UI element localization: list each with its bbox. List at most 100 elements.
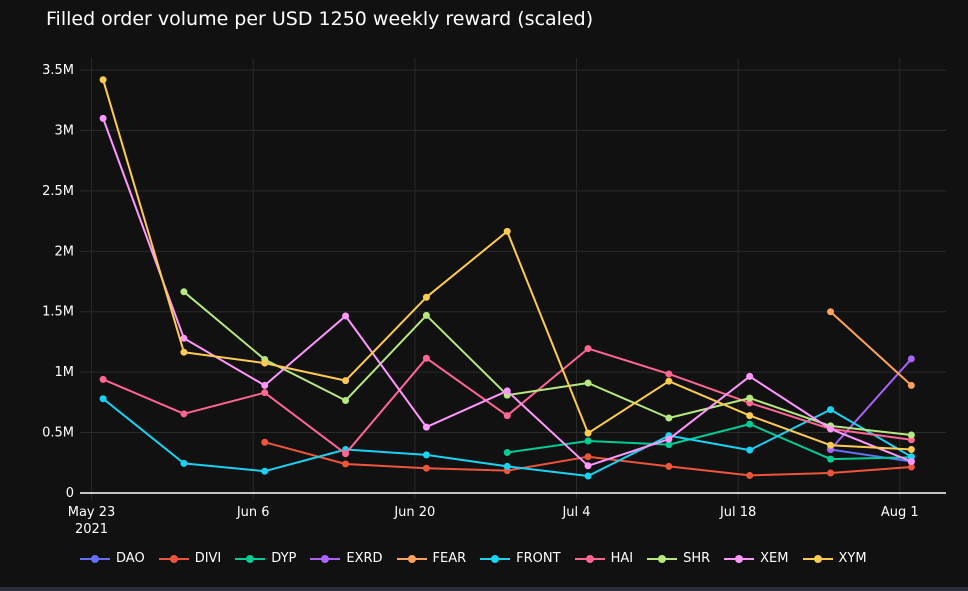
legend-swatch — [647, 553, 678, 565]
data-point — [180, 459, 188, 467]
data-point — [746, 471, 754, 479]
data-point — [746, 420, 754, 428]
x-tick-sublabel: 2021 — [75, 522, 108, 537]
data-point — [99, 76, 107, 84]
legend-item-divi[interactable]: DIVI — [158, 551, 221, 566]
series-line — [830, 448, 912, 463]
data-point — [827, 441, 835, 449]
data-point — [180, 410, 188, 418]
data-point — [99, 395, 107, 403]
legend-item-exrd[interactable]: EXRD — [310, 551, 383, 566]
data-point — [584, 429, 592, 437]
data-point — [827, 425, 835, 433]
data-point — [422, 451, 430, 459]
data-point — [665, 462, 673, 470]
legend-swatch — [802, 553, 833, 565]
series-front — [99, 395, 915, 480]
legend-swatch — [310, 553, 341, 565]
data-point — [907, 445, 915, 453]
data-point — [261, 359, 269, 367]
series-group — [99, 76, 915, 480]
data-point — [584, 462, 592, 470]
data-point — [746, 399, 754, 407]
data-point — [907, 458, 915, 466]
x-tick-label: Jul 4 — [561, 505, 590, 520]
legend-label: FEAR — [432, 551, 467, 566]
legend-item-xem[interactable]: XEM — [724, 551, 789, 566]
legend-label: XYM — [838, 551, 867, 566]
data-point — [422, 464, 430, 472]
x-tick-label: Jul 18 — [719, 505, 756, 520]
series-line — [507, 423, 912, 461]
data-point — [180, 348, 188, 356]
y-tick-label: 2M — [55, 244, 75, 259]
legend-swatch — [396, 553, 427, 565]
series-line — [183, 291, 912, 436]
y-tick-label: 1.5M — [42, 305, 74, 320]
series-line — [829, 310, 913, 387]
series-line — [102, 347, 912, 455]
data-point — [99, 114, 107, 122]
legend-label: EXRD — [346, 551, 383, 566]
data-point — [503, 227, 511, 235]
series-divi — [261, 438, 915, 479]
data-point — [746, 394, 754, 402]
series-fear — [827, 308, 915, 389]
series-dyp — [503, 420, 915, 463]
data-point — [342, 312, 350, 320]
data-point — [665, 377, 673, 385]
data-point — [584, 345, 592, 353]
legend-item-dao[interactable]: DAO — [80, 551, 145, 566]
data-point — [746, 412, 754, 420]
y-tick-label: 0.5M — [42, 426, 74, 441]
data-point — [746, 446, 754, 454]
data-point — [342, 377, 350, 385]
legend-swatch — [574, 553, 605, 565]
data-point — [907, 463, 915, 471]
data-point — [422, 423, 430, 431]
legend-item-hai[interactable]: HAI — [574, 551, 633, 566]
series-xem — [99, 114, 915, 470]
data-point — [827, 308, 835, 316]
legend-item-front[interactable]: FRONT — [480, 551, 561, 566]
data-point — [422, 354, 430, 362]
data-point — [503, 448, 511, 456]
data-point — [665, 435, 673, 443]
data-point — [827, 469, 835, 477]
data-point — [180, 288, 188, 296]
data-point — [584, 472, 592, 480]
data-point — [342, 450, 350, 458]
series-xym — [99, 76, 915, 453]
x-tick-label: Jun 20 — [393, 505, 435, 520]
data-point — [261, 381, 269, 389]
data-point — [584, 379, 592, 387]
axes: 0 0.5M 1M 1.5M 2M 2.5M 3M 3.5M May 23 2021 Jun 6 Ju… — [42, 63, 946, 537]
y-tick-label: 2.5M — [42, 184, 74, 199]
data-point — [261, 389, 269, 397]
data-point — [746, 372, 754, 380]
legend-swatch — [724, 553, 755, 565]
gridlines — [80, 58, 946, 499]
data-point — [342, 397, 350, 405]
legend-item-dyp[interactable]: DYP — [235, 551, 296, 566]
legend-item-fear[interactable]: FEAR — [396, 551, 467, 566]
data-point — [907, 355, 915, 363]
legend: DAO DIVI DYP EXRD FEAR FRONT HAI SHR XEM XYM — [80, 551, 881, 566]
legend-label: SHR — [683, 551, 711, 566]
legend-item-shr[interactable]: SHR — [647, 551, 710, 566]
data-point — [665, 414, 673, 422]
data-point — [827, 406, 835, 414]
chart-title: Filled order volume per USD 1250 weekly … — [46, 8, 594, 30]
data-point — [827, 455, 835, 463]
data-point — [503, 387, 511, 395]
y-tick-label: 0 — [66, 486, 74, 501]
data-point — [907, 381, 915, 389]
legend-label: DAO — [116, 551, 145, 566]
data-point — [584, 437, 592, 445]
legend-swatch — [80, 553, 110, 565]
legend-label: XEM — [760, 551, 789, 566]
data-point — [261, 438, 269, 446]
legend-item-xym[interactable]: XYM — [802, 551, 867, 566]
y-tick-label: 3.5M — [42, 63, 74, 78]
data-point — [503, 412, 511, 420]
